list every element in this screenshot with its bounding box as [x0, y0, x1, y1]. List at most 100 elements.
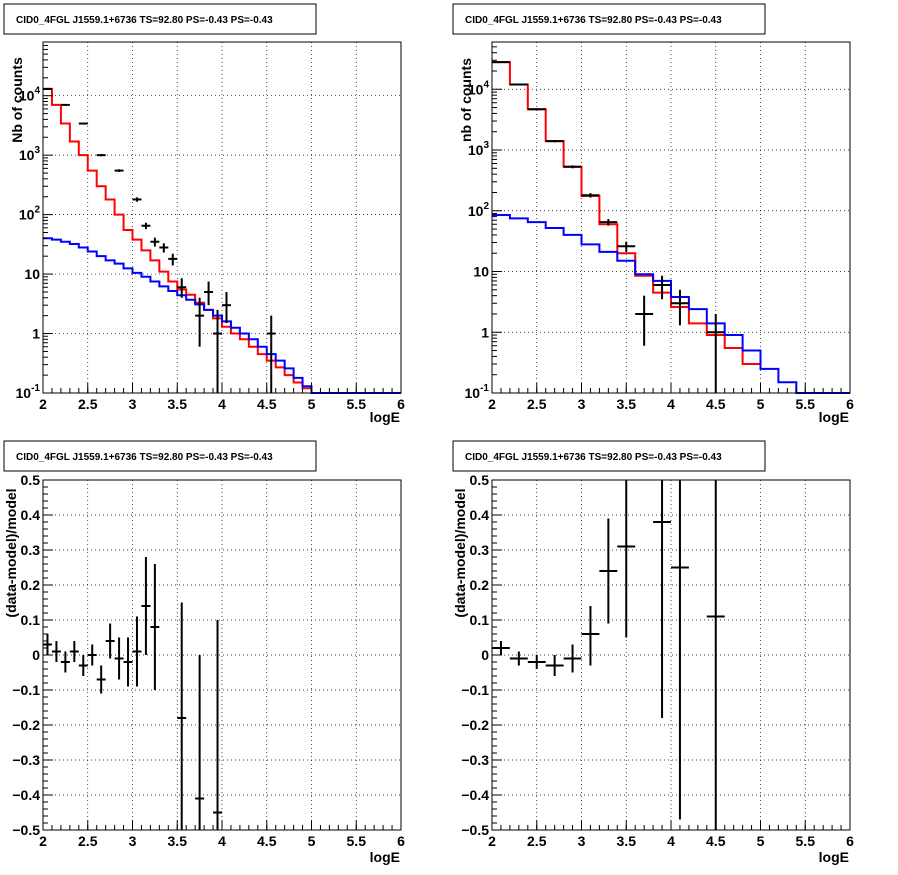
x-tick-label: 5.5: [796, 396, 816, 412]
x-tick-label: 4: [667, 396, 675, 412]
data-point: [150, 564, 160, 690]
data-point: [563, 644, 582, 673]
y-tick-label: −0.3: [461, 752, 489, 768]
x-tick-label: 6: [846, 396, 854, 412]
data-point: [105, 623, 115, 659]
y-tick-label: 103: [468, 140, 490, 158]
data-point: [599, 219, 618, 226]
histograms: [43, 87, 401, 394]
x-tick-label: 5: [757, 833, 765, 849]
data-point: [43, 87, 52, 90]
y-axis-label: (data-model)/model: [3, 488, 19, 617]
plot-frame: [491, 479, 851, 831]
panel-counts-left: CID0_4FGL J1559.1+6736 TS=92.80 PS=-0.43…: [3, 3, 405, 425]
y-tick-label: −0.2: [12, 717, 40, 733]
y-tick-label: 0: [32, 647, 40, 663]
y-tick-label: 0.2: [470, 577, 490, 593]
data-point: [706, 313, 725, 393]
data-point: [563, 165, 582, 169]
x-tick-label: 2.5: [78, 833, 98, 849]
histograms: [492, 61, 850, 394]
data-point: [671, 480, 689, 820]
x-tick-label: 6: [846, 833, 854, 849]
y-tick-label: 0.5: [470, 472, 490, 488]
data-point: [545, 140, 564, 143]
x-tick-label: 4.5: [257, 833, 277, 849]
plot-frame: [491, 41, 851, 394]
histogram-line: [43, 87, 312, 390]
data-point: [132, 616, 142, 687]
data-point: [545, 655, 564, 676]
panel-counts-right: CID0_4FGL J1559.1+6736 TS=92.80 PS=-0.43…: [452, 3, 854, 425]
y-tick-label: 0: [481, 647, 489, 663]
x-axis-label: logE: [819, 409, 849, 425]
y-tick-label: 102: [19, 205, 41, 223]
data-point: [141, 557, 151, 655]
y-tick-label: 10: [24, 266, 40, 282]
grid: [492, 480, 850, 830]
y-tick-label: −0.5: [12, 822, 40, 838]
title-box: [3, 440, 317, 472]
data-point: [213, 620, 222, 830]
y-tick-label: −0.4: [461, 787, 489, 803]
y-tick-label: 0.3: [21, 542, 41, 558]
data-point: [581, 606, 600, 666]
x-tick-label: 2: [488, 833, 496, 849]
data-point: [195, 297, 205, 347]
y-tick-label: 104: [19, 86, 41, 104]
data-point: [96, 665, 106, 694]
data-point: [87, 644, 97, 666]
histogram-line: [43, 237, 401, 394]
data-point: [653, 275, 671, 300]
x-tick-label: 5: [757, 396, 765, 412]
y-tick-label: 0.5: [21, 472, 41, 488]
data-point: [213, 309, 222, 393]
x-tick-label: 3.5: [617, 396, 637, 412]
data-point: [527, 108, 546, 111]
x-tick-label: 5: [308, 396, 316, 412]
x-tick-label: 2.5: [527, 396, 547, 412]
y-axis-label: (data-model)/model: [452, 488, 468, 617]
y-tick-label: 10-1: [465, 383, 490, 401]
title-box: [3, 3, 317, 35]
data-points: [43, 557, 222, 830]
y-tick-label: 103: [19, 145, 41, 163]
y-tick-label: 102: [468, 201, 490, 219]
x-tick-label: 3: [578, 396, 586, 412]
y-tick-label: −0.4: [12, 787, 40, 803]
data-point: [599, 518, 618, 624]
x-tick-label: 4: [218, 396, 226, 412]
y-tick-label: −0.5: [461, 822, 489, 838]
title-box: [452, 440, 766, 472]
data-point: [159, 243, 169, 253]
x-tick-label: 6: [397, 833, 405, 849]
data-point: [653, 480, 671, 718]
x-tick-label: 2: [488, 396, 496, 412]
data-point: [266, 315, 276, 393]
chart-title: CID0_4FGL J1559.1+6736 TS=92.80 PS=-0.43…: [16, 15, 273, 26]
x-tick-label: 5: [308, 833, 316, 849]
data-point: [204, 281, 214, 306]
y-axis-label: nb of counts: [458, 58, 474, 142]
y-tick-label: 10: [473, 264, 489, 280]
data-point: [581, 193, 600, 198]
y-tick-label: 0.4: [470, 507, 490, 523]
data-point: [527, 655, 546, 669]
data-point: [222, 291, 231, 324]
x-axis-label: logE: [370, 849, 400, 865]
ticks: 2 2.5 3 3.5 4 4.5 5 5.5 6 −0.5 −0.4 −0.3 −0.2 −0.1 0 0.…: [12, 472, 405, 849]
data-point: [69, 641, 79, 662]
y-tick-label: 0.1: [21, 612, 41, 628]
data-points: [492, 480, 725, 830]
x-tick-label: 4: [218, 833, 226, 849]
chart-title: CID0_4FGL J1559.1+6736 TS=92.80 PS=-0.43…: [16, 452, 273, 463]
plot-frame: [42, 479, 402, 831]
data-point: [706, 480, 725, 830]
x-tick-label: 2: [39, 833, 47, 849]
y-tick-label: 0.2: [21, 577, 41, 593]
y-axis-label: Nb of counts: [9, 57, 25, 143]
y-tick-label: −0.1: [12, 682, 40, 698]
data-point: [141, 222, 151, 230]
y-tick-label: −0.3: [12, 752, 40, 768]
data-point: [60, 103, 70, 106]
